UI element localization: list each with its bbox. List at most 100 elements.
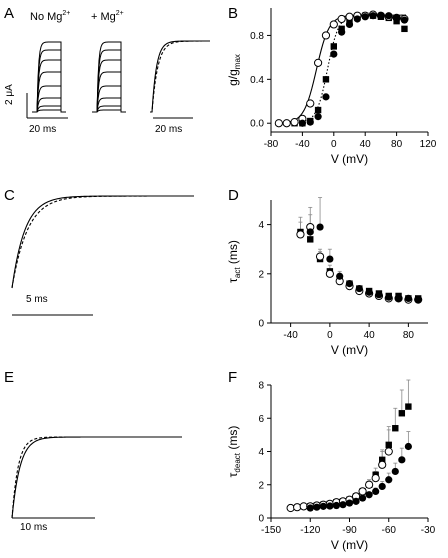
y-tick-label: 2	[258, 480, 264, 491]
marker-open-circle	[296, 230, 305, 239]
normalized-trace-solid	[150, 40, 210, 113]
marker-filled-circle	[345, 280, 354, 288]
x-tick-label: -150	[261, 525, 281, 536]
current-trace	[92, 109, 126, 113]
y-axis-label: τact (ms)	[226, 240, 242, 283]
current-trace	[92, 49, 126, 113]
current-trace	[92, 105, 126, 113]
x-tick-label: -90	[342, 525, 357, 536]
panel-c-traces: 5 ms	[11, 195, 194, 316]
normalized-trace-dashed	[150, 40, 210, 113]
chart-f-deactivation-tau: -150 -120 -90 -60 -30 0 2 4 6 8 V (mV) τdeact (ms)	[226, 379, 436, 552]
marker-open-circle	[314, 58, 323, 67]
marker-filled-circle	[385, 476, 393, 484]
marker-filled-square	[307, 236, 314, 243]
y-tick-label: 0.0	[250, 119, 264, 130]
x-axis-label: V (mV)	[331, 538, 368, 552]
marker-open-circle	[345, 12, 354, 21]
trace-solid	[11, 195, 194, 289]
panel-label-f: F	[228, 369, 237, 386]
marker-open-circle	[282, 119, 291, 128]
trace-dashed	[11, 436, 182, 519]
marker-filled-circle	[404, 442, 412, 451]
scale-time-label-right: 20 ms	[155, 124, 182, 135]
marker-open-circle	[293, 503, 302, 512]
marker-filled-circle	[332, 501, 341, 510]
marker-filled-circle	[391, 467, 399, 476]
marker-open-circle	[371, 474, 380, 483]
scale-time-label-left: 20 ms	[29, 124, 56, 135]
marker-filled-square	[385, 441, 392, 449]
marker-filled-circle	[377, 12, 385, 20]
current-trace	[92, 59, 126, 113]
trace-family-plus-mg	[92, 41, 126, 113]
marker-filled-circle	[398, 456, 406, 464]
y-tick-label: 6	[258, 414, 264, 425]
marker-filled-circle	[353, 15, 361, 23]
marker-filled-circle	[385, 12, 393, 20]
marker-open-circle	[290, 118, 299, 127]
current-trace	[32, 85, 66, 113]
panel-e-traces: 10 ms	[11, 436, 182, 533]
marker-filled-circle	[313, 503, 321, 511]
marker-filled-circle	[372, 487, 380, 495]
current-trace	[32, 71, 66, 113]
y-tick-label: 8	[258, 381, 264, 392]
marker-filled-square	[392, 425, 399, 432]
scale-time-label: 5 ms	[26, 294, 48, 305]
marker-filled-circle	[414, 296, 422, 304]
marker-filled-circle	[385, 293, 393, 301]
x-tick-label: -40	[283, 330, 298, 341]
x-axis-label: V (mV)	[331, 152, 368, 166]
current-trace	[32, 59, 66, 113]
marker-filled-circle	[375, 291, 383, 299]
scale-current-label: 2 μA	[4, 84, 15, 105]
panel-label-e: E	[4, 369, 14, 386]
current-trace	[32, 109, 66, 113]
marker-open-circle	[378, 460, 387, 469]
marker-filled-circle	[314, 113, 322, 121]
current-trace	[92, 97, 126, 113]
y-axis-label: g/gmax	[226, 54, 242, 86]
panel-label-d: D	[228, 187, 239, 204]
current-trace	[32, 41, 66, 113]
marker-open-circle	[365, 480, 374, 489]
plus-mg-label: + Mg2+	[91, 10, 124, 23]
y-tick-label: 0	[258, 319, 264, 330]
trace-family-no-mg	[32, 41, 66, 113]
x-tick-label: 0	[327, 330, 333, 341]
marker-filled-circle	[393, 14, 401, 22]
marker-filled-square	[314, 106, 322, 114]
marker-filled-circle	[330, 50, 338, 58]
marker-filled-square	[330, 43, 337, 50]
marker-open-circle	[384, 447, 393, 456]
y-tick-label: 0.4	[250, 75, 264, 86]
y-tick-label: 0.8	[250, 31, 264, 42]
current-trace	[92, 41, 126, 113]
marker-filled-circle	[365, 491, 373, 499]
x-axis-label: V (mV)	[331, 343, 368, 357]
marker-filled-circle	[355, 284, 363, 293]
current-trace	[92, 71, 126, 113]
marker-filled-circle	[358, 494, 367, 502]
marker-filled-circle	[339, 501, 347, 509]
x-tick-label: -30	[421, 525, 436, 536]
marker-filled-circle	[404, 294, 412, 302]
marker-open-circle	[315, 252, 325, 261]
y-tick-label: 2	[258, 269, 264, 280]
normalized-traces	[150, 40, 210, 113]
marker-filled-square	[398, 410, 406, 417]
x-tick-label: -60	[382, 525, 397, 536]
trace-dashed	[11, 195, 194, 289]
marker-open-circle	[286, 503, 295, 513]
panel-label-c: C	[4, 187, 15, 204]
x-tick-label: -40	[295, 139, 310, 150]
x-tick-label: 40	[364, 330, 376, 341]
marker-filled-circle	[326, 255, 334, 263]
marker-filled-circle	[378, 482, 386, 491]
marker-open-circle	[358, 487, 367, 496]
marker-filled-circle	[319, 502, 327, 510]
marker-filled-circle	[400, 16, 409, 24]
marker-filled-circle	[336, 272, 344, 280]
